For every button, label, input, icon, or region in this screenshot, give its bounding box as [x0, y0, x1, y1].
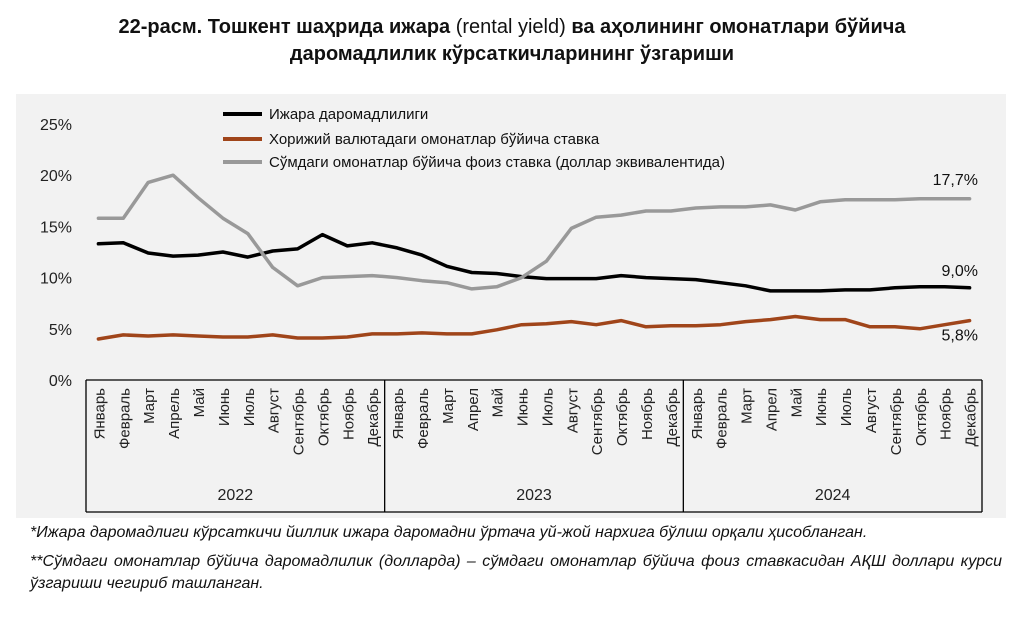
- footnote-rental-yield: *Ижара даромадлиги кўрсаткичи йиллик ижа…: [30, 524, 868, 541]
- series-end-label-2: 5,8%: [942, 328, 978, 345]
- x-tick-label: Апрел: [763, 388, 780, 431]
- year-label: 2023: [516, 487, 552, 504]
- x-tick-label: Декабрь: [664, 388, 681, 447]
- x-tick-label: Июль: [241, 388, 258, 426]
- x-tick-label: Ноябрь: [639, 388, 656, 440]
- y-tick-label: 5%: [49, 322, 72, 339]
- y-tick-label: 25%: [40, 117, 72, 134]
- x-tick-label: Февраль: [415, 388, 432, 449]
- x-tick-label: Февраль: [116, 388, 133, 449]
- x-tick-label: Август: [564, 388, 581, 433]
- footnote-sum-deposits: **Сўмдаги омонатлар бўйича даромадлилик …: [30, 553, 1002, 592]
- x-tick-label: Июль: [838, 388, 855, 426]
- year-label: 2024: [815, 487, 851, 504]
- x-tick-label: Сентябрь: [589, 388, 606, 455]
- year-label: 2022: [218, 487, 254, 504]
- x-tick-label: Сентябрь: [888, 388, 905, 455]
- y-tick-label: 15%: [40, 219, 72, 236]
- x-tick-label: Октябрь: [614, 388, 631, 446]
- x-tick-label: Июль: [539, 388, 556, 426]
- x-tick-label: Февраль: [714, 388, 731, 449]
- x-tick-label: Декабрь: [365, 388, 382, 447]
- x-tick-label: Январь: [689, 388, 706, 440]
- series-end-label-1: 9,0%: [942, 263, 978, 280]
- x-tick-label: Март: [141, 388, 158, 424]
- x-tick-label: Декабрь: [963, 388, 980, 447]
- x-tick-label: Август: [266, 388, 283, 433]
- x-tick-label: Июнь: [515, 388, 532, 426]
- x-tick-label: Апрел: [465, 388, 482, 431]
- x-tick-label: Ноябрь: [938, 388, 955, 440]
- chart-title: 22-расм. Тошкент шаҳрида ижара (rental y…: [0, 14, 1024, 68]
- y-tick-label: 20%: [40, 168, 72, 185]
- legend-label-3: Сўмдаги омонатлар бўйича фоиз ставка (до…: [269, 154, 725, 171]
- y-tick-label: 10%: [40, 271, 72, 288]
- series-line-3: [96, 173, 972, 291]
- title-part-2: (rental yield): [455, 16, 566, 38]
- x-tick-label: Август: [863, 388, 880, 433]
- series-line-1: [96, 232, 972, 293]
- x-tick-label: Июнь: [813, 388, 830, 426]
- chart-panel: 0% 5% 10% 15% 20% 25% Январь Февраль Март Апрель М…: [16, 94, 1006, 518]
- x-tick-label: Май: [490, 388, 507, 417]
- x-tick-label: Март: [440, 388, 457, 424]
- chart-title-line-1: 22-расм. Тошкент шаҳрида ижара (rental y…: [0, 14, 1024, 41]
- title-part-1: 22-расм. Тошкент шаҳрида ижара: [118, 16, 451, 38]
- x-tick-label: Октябрь: [913, 388, 930, 446]
- series-end-label-3: 17,7%: [933, 172, 978, 189]
- x-tick-label: Май: [191, 388, 208, 417]
- x-tick-label: Октябрь: [315, 388, 332, 446]
- x-tick-label: Ноябрь: [340, 388, 357, 440]
- line-chart: 0% 5% 10% 15% 20% 25% Январь Февраль Март Апрель М…: [40, 106, 983, 513]
- x-tick-label: Июнь: [216, 388, 233, 426]
- footnotes: *Ижара даромадлиги кўрсаткичи йиллик ижа…: [30, 522, 1002, 602]
- y-tick-label: 0%: [49, 373, 72, 390]
- x-tick-label: Январь: [91, 388, 108, 440]
- chart-title-line-2: даромадлилик кўрсаткичларининг ўзгариши: [289, 43, 735, 65]
- x-tick-label: Апрель: [166, 388, 183, 439]
- title-part-3: ва аҳолининг омонатлари бўйича: [571, 16, 906, 38]
- legend-label-1: Ижара даромадлилиги: [269, 106, 428, 123]
- series-line-2: [96, 314, 972, 341]
- legend-label-2: Хорижий валютадаги омонатлар бўйича став…: [269, 131, 600, 148]
- x-tick-label: Май: [788, 388, 805, 417]
- x-tick-label: Сентябрь: [291, 388, 308, 455]
- x-tick-label: Март: [739, 388, 756, 424]
- x-tick-label: Январь: [390, 388, 407, 440]
